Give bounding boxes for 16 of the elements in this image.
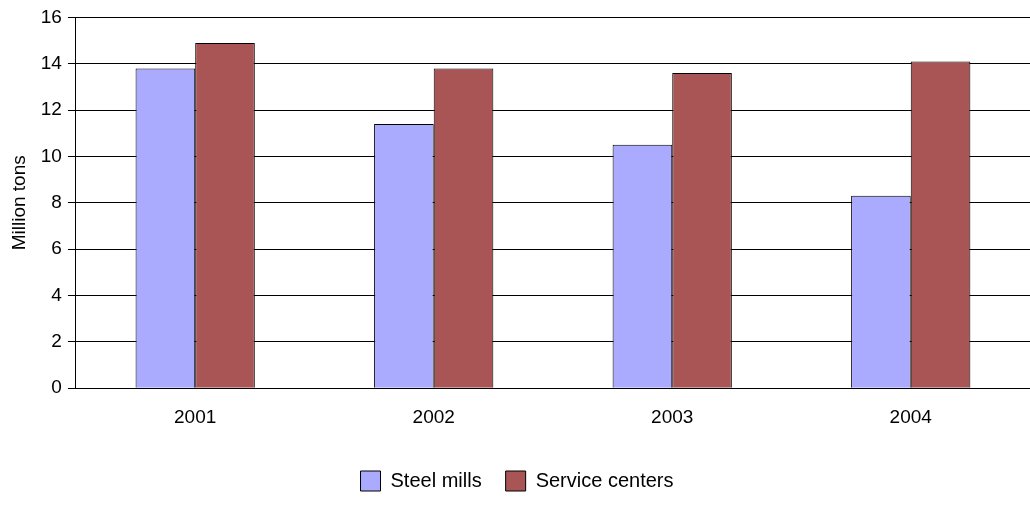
legend-label: Service centers [535,468,674,491]
y-tick-label: 12 [40,98,62,120]
x-tick-label: 2004 [889,405,933,427]
x-tick-label: 2001 [174,405,217,427]
y-tick-label: 6 [51,237,62,259]
y-tick-label: 16 [40,5,62,27]
x-tick-label: 2002 [412,405,455,427]
y-tick-label: 14 [40,51,63,73]
x-tick-label: 2003 [651,405,694,427]
y-tick-label: 0 [51,376,62,398]
y-tick-label: 10 [40,144,62,166]
legend-label: Steel mills [390,468,482,491]
y-axis-title: Million tons [7,155,29,251]
y-tick-label: 8 [51,191,62,213]
y-tick-label: 2 [51,330,62,352]
y-tick-label: 4 [51,283,63,305]
